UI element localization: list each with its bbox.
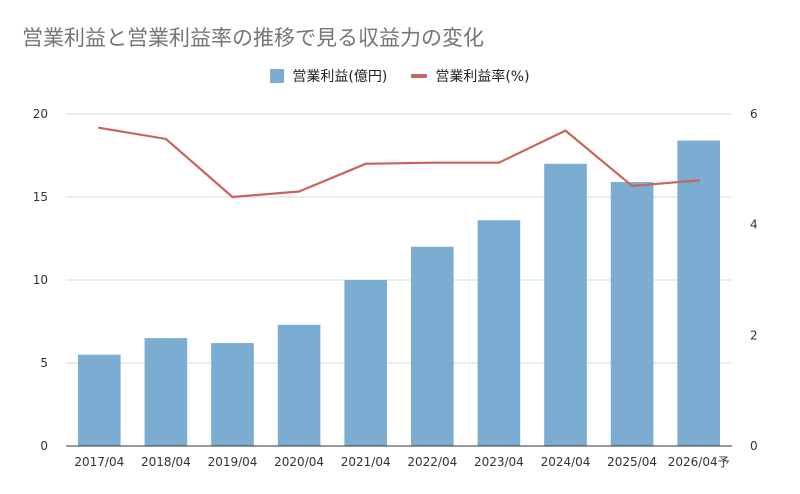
legend-label-operating-margin: 営業利益率(%) (435, 69, 530, 85)
line-series (98, 126, 700, 199)
line-point (630, 184, 634, 188)
y-right-tick-label: 4 (750, 218, 758, 232)
bar-series (77, 140, 721, 447)
x-tick-label: 2020/04 (274, 455, 324, 469)
legend-item-operating-margin: 営業利益率(%) (411, 66, 530, 86)
line-point (697, 179, 700, 182)
x-tick-label: 2022/04 (407, 455, 457, 469)
y-left-tick-label: 5 (40, 356, 48, 370)
x-tick-label: 2024/04 (541, 455, 591, 469)
bar (677, 140, 721, 446)
y-left-tick-label: 10 (33, 273, 48, 287)
axes: 0 5 10 15 20 0 2 4 6 2017/04 2018/04 2019/04 2020/04… (33, 107, 758, 469)
bar (477, 220, 521, 446)
bar (610, 182, 654, 446)
margin-line (99, 126, 699, 199)
x-tick-label: 2017/04 (74, 455, 124, 469)
x-tick-label: 2019/04 (208, 455, 258, 469)
y-right-tick-label: 2 (750, 328, 758, 342)
bar (144, 338, 188, 446)
bar (410, 246, 454, 446)
legend-swatch-line (411, 74, 428, 78)
legend-swatch-bar (270, 69, 285, 83)
chart-legend: 営業利益(億円) 営業利益率(%) (0, 66, 800, 86)
line-point (231, 195, 234, 199)
chart-title: 営業利益と営業利益率の推移で見る収益力の変化 (22, 26, 484, 50)
x-tick-label: 2018/04 (141, 455, 191, 469)
y-left-tick-label: 0 (40, 439, 48, 453)
line-point (564, 129, 567, 132)
legend-item-operating-profit: 営業利益(億円) (270, 66, 387, 86)
bar (211, 343, 254, 446)
bar (344, 280, 388, 446)
y-right-tick-label: 6 (750, 107, 758, 121)
line-point (164, 137, 168, 141)
legend-label-operating-profit: 営業利益(億円) (292, 69, 388, 85)
y-left-tick-label: 15 (33, 190, 48, 204)
line-point (98, 126, 101, 130)
bar (77, 354, 121, 446)
y-left-tick-label: 20 (33, 107, 48, 121)
x-tick-label: 2021/04 (341, 455, 391, 469)
bar (277, 324, 321, 446)
x-tick-label: 2025/04 (607, 455, 657, 469)
line-point (297, 190, 301, 193)
bar (544, 163, 587, 447)
line-point (431, 161, 434, 164)
y-right-tick-label: 0 (750, 439, 758, 453)
x-tick-label: 2026/04予 (668, 455, 730, 469)
line-point (364, 162, 367, 165)
x-tick-label: 2023/04 (474, 455, 524, 469)
line-point (497, 161, 501, 164)
